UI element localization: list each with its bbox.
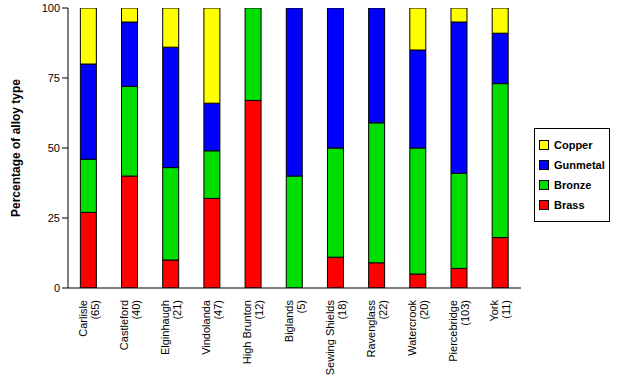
svg-text:Elginhaugh(21): Elginhaugh(21): [159, 300, 183, 355]
svg-text:Ravenglass(22): Ravenglass(22): [365, 300, 389, 358]
svg-text:75: 75: [48, 72, 60, 84]
svg-text:25: 25: [48, 212, 60, 224]
svg-text:Carlisle(65): Carlisle(65): [77, 300, 101, 337]
html-text:Copper: Copper: [554, 139, 593, 151]
svg-text:Piercebridge(103): Piercebridge(103): [447, 300, 471, 362]
html-text:Bronze: Bronze: [554, 179, 592, 191]
svg-text:0: 0: [54, 282, 60, 294]
svg-text:Biglands(5): Biglands(5): [283, 300, 307, 343]
html-text:Gunmetal: Gunmetal: [554, 159, 605, 171]
svg-text:Percentage of alloy type: Percentage of alloy type: [9, 79, 23, 217]
svg-text:Castleford(40): Castleford(40): [118, 300, 142, 350]
svg-text:50: 50: [48, 142, 60, 154]
svg-text:Vindolanda(47): Vindolanda(47): [200, 299, 224, 355]
svg-text:100: 100: [42, 2, 60, 14]
svg-text:Watercrook(20): Watercrook(20): [406, 300, 430, 356]
svg-text:High Brunton(12): High Brunton(12): [241, 300, 265, 364]
svg-text:Sewing Shields(18): Sewing Shields(18): [324, 300, 348, 376]
html-text:Brass: Brass: [554, 199, 585, 211]
svg-text:York(11): York(11): [488, 300, 512, 322]
